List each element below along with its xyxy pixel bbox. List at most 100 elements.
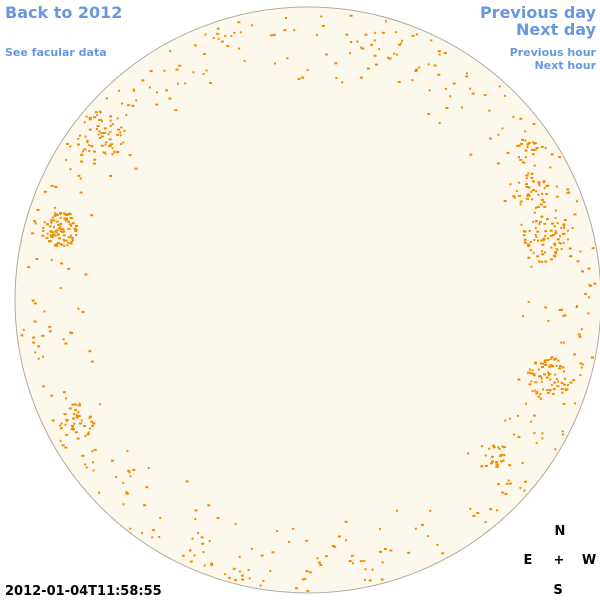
facula [293, 29, 296, 32]
facula [66, 420, 69, 423]
facula [69, 217, 73, 219]
facula [536, 230, 540, 233]
facula [501, 491, 505, 494]
facula [496, 162, 500, 165]
facula [165, 89, 169, 92]
facula [86, 139, 89, 142]
facula [216, 32, 220, 35]
facula [37, 357, 40, 360]
facula [466, 72, 468, 75]
facula [537, 193, 540, 196]
facula [513, 195, 516, 198]
facula [335, 76, 338, 79]
facula [541, 253, 545, 256]
facula [292, 527, 295, 530]
facula [524, 130, 527, 133]
facula [237, 21, 241, 24]
facula [560, 248, 563, 251]
facula [568, 247, 572, 250]
next-day-link[interactable]: Next day [516, 20, 597, 39]
facula [401, 39, 404, 42]
facula [233, 31, 236, 34]
facula [520, 223, 523, 226]
facula [531, 369, 534, 372]
facula [541, 239, 545, 242]
facula [589, 284, 593, 287]
facula [100, 118, 103, 121]
previous-hour-link[interactable]: Previous hour [510, 46, 597, 59]
facula [543, 222, 547, 225]
facula [428, 89, 431, 92]
facula [449, 95, 452, 98]
next-hour-link[interactable]: Next hour [535, 59, 597, 72]
facula [273, 62, 276, 65]
facula [50, 220, 53, 223]
previous-day-link[interactable]: Previous day [480, 3, 597, 22]
facula [380, 578, 384, 581]
facula [411, 34, 415, 37]
facula [550, 246, 553, 249]
facula [563, 341, 565, 344]
facula [567, 229, 569, 232]
facula [545, 185, 549, 187]
facula [383, 548, 387, 550]
facula [348, 560, 352, 562]
facula [519, 158, 523, 161]
facula [132, 468, 136, 471]
facula [566, 238, 569, 241]
facula [555, 195, 559, 198]
facula [42, 229, 45, 232]
facula [204, 33, 207, 36]
facula [550, 153, 553, 156]
facula [560, 388, 564, 390]
facula [62, 230, 66, 233]
facula [553, 251, 557, 254]
facula [189, 560, 193, 563]
facula [562, 315, 565, 318]
facula [96, 125, 100, 128]
facula [33, 302, 37, 305]
facula [99, 110, 101, 113]
facula [92, 424, 94, 427]
facula [527, 172, 530, 175]
facula [127, 104, 131, 107]
facula [541, 250, 544, 253]
facula [67, 241, 70, 244]
facula [543, 187, 546, 189]
facula [232, 567, 236, 570]
facula [525, 402, 528, 405]
facula [513, 433, 515, 436]
facula [497, 483, 501, 486]
facula [388, 57, 392, 60]
facula [389, 549, 393, 552]
facula [55, 220, 59, 223]
facula [65, 143, 69, 145]
facula [46, 232, 49, 235]
facula [319, 564, 323, 566]
facula [411, 79, 414, 82]
facula [476, 512, 480, 514]
facula [81, 454, 85, 457]
facula [548, 365, 552, 368]
facula [308, 571, 312, 574]
facula [318, 561, 322, 564]
facula [58, 237, 61, 240]
facula [539, 362, 542, 365]
facula [534, 361, 538, 364]
facular-link[interactable]: See facular data [5, 46, 107, 59]
facula [22, 328, 25, 331]
facula [240, 574, 244, 577]
facula [134, 167, 138, 170]
back-link[interactable]: Back to 2012 [5, 3, 122, 22]
facula [539, 392, 542, 395]
facula [70, 237, 74, 240]
facula [77, 307, 80, 310]
facula [587, 267, 591, 270]
facula [125, 491, 129, 494]
facula [544, 251, 547, 254]
facula [316, 557, 319, 560]
facula [59, 287, 62, 290]
facula [533, 142, 536, 145]
facula [169, 50, 172, 53]
facula [68, 223, 72, 226]
